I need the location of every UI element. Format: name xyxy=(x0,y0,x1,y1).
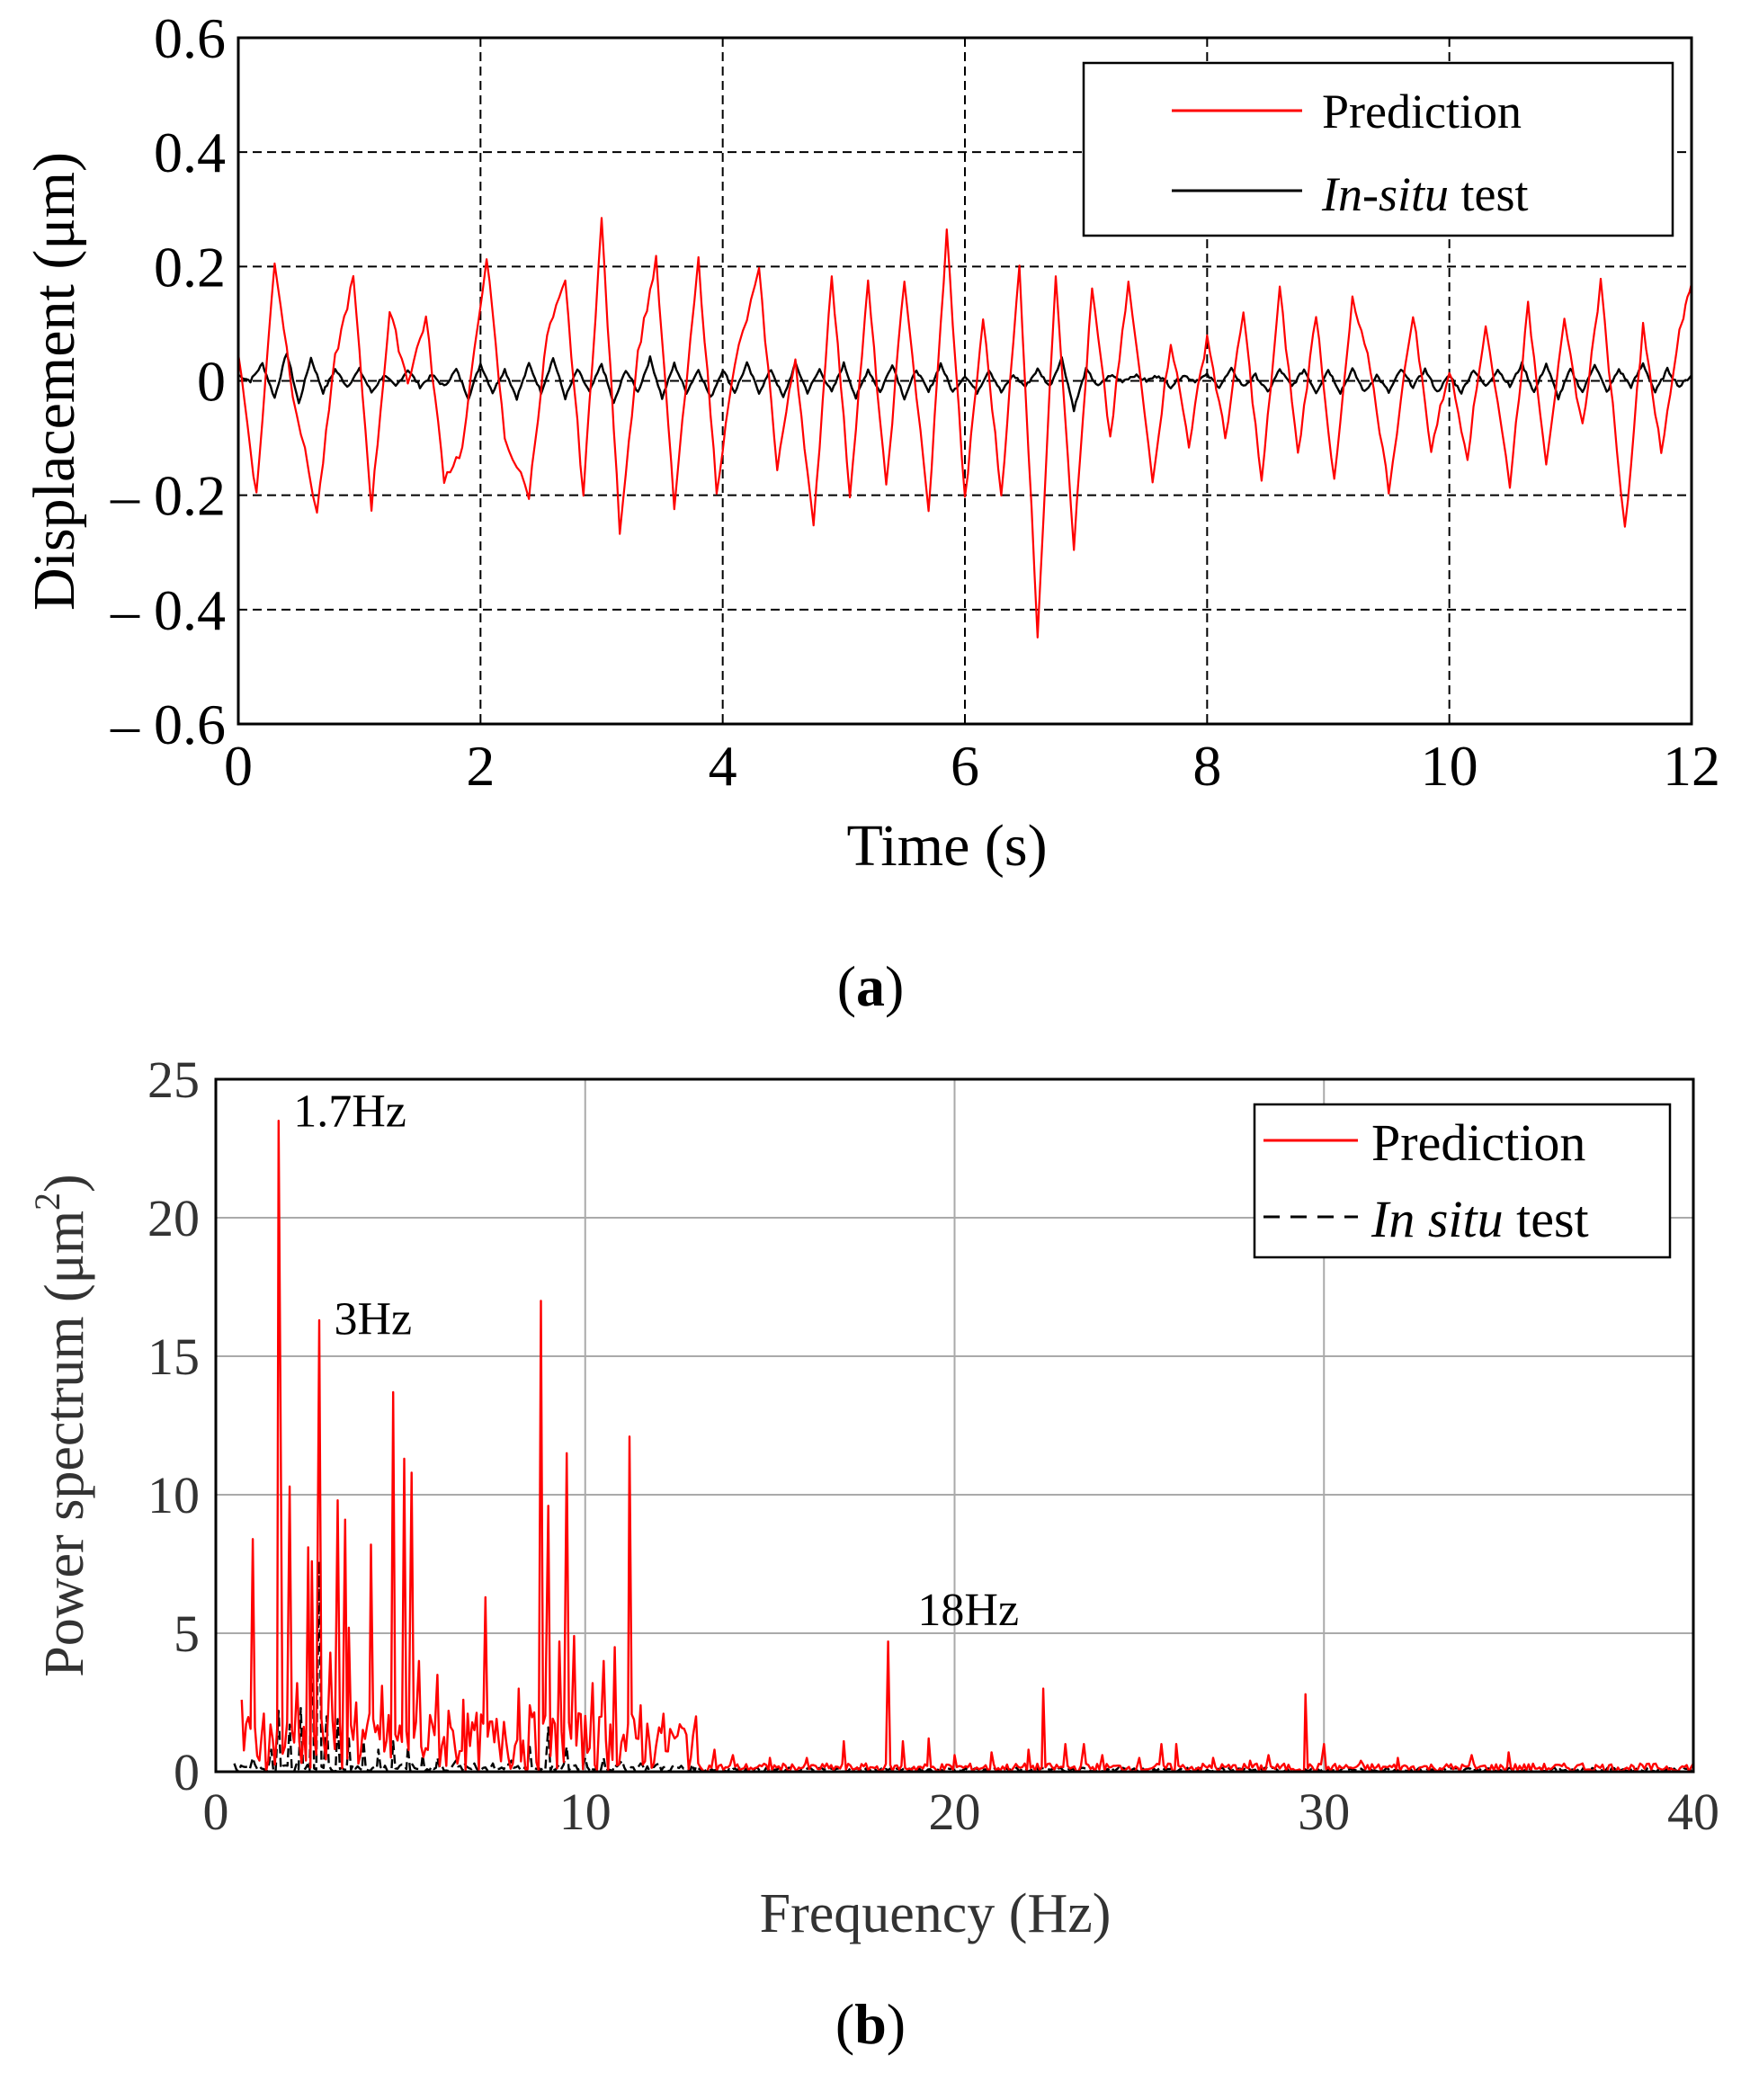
y-tick-label: – 0.2 xyxy=(110,464,226,528)
x-axis-label-a: Time (s) xyxy=(846,813,1047,879)
x-tick-label: 10 xyxy=(559,1783,612,1841)
panel-letter-a: a xyxy=(856,954,885,1018)
y-tick-label: – 0.4 xyxy=(110,578,226,642)
plot-frame-b xyxy=(214,1077,1695,1774)
x-axis-label-b: Frequency (Hz) xyxy=(760,1883,1112,1944)
x-tick-label: 0 xyxy=(203,1783,229,1841)
panel-label-b: (b) xyxy=(835,1992,906,2056)
x-tick-label: 0 xyxy=(224,734,253,798)
y-axis-label-b-close: ) xyxy=(34,1174,95,1193)
y-tick-label: 0.2 xyxy=(154,235,226,299)
y-tick-label: 15 xyxy=(147,1327,200,1386)
legend-a: Prediction In-situ test xyxy=(1082,61,1674,237)
series-line-prediction-b xyxy=(240,1119,1693,1772)
y-tick-label: 0.6 xyxy=(154,6,226,70)
y-axis-label-b-main: Power spectrum (μm xyxy=(34,1211,95,1677)
series-a xyxy=(238,217,1692,639)
y-tick-labels-a: 0.6 0.4 0.2 0 – 0.2 – 0.4 – 0.6 xyxy=(110,6,226,756)
y-axis-label-b: Power spectrum (μm2) xyxy=(27,1174,95,1676)
x-tick-labels-a: 0 2 4 6 8 10 12 xyxy=(224,734,1720,798)
annotations-b: 1.7Hz 3Hz 18Hz xyxy=(293,1086,1019,1635)
x-tick-label: 6 xyxy=(951,734,979,798)
legend-b: Prediction In situ test xyxy=(1253,1103,1672,1259)
y-tick-label: 5 xyxy=(174,1604,200,1663)
y-axis-label-a: Displacement (μm) xyxy=(22,152,87,611)
y-tick-label: 25 xyxy=(147,1050,200,1109)
x-tick-label: 10 xyxy=(1421,734,1478,798)
x-tick-label: 20 xyxy=(929,1783,981,1841)
y-tick-label: 0 xyxy=(197,350,226,414)
legend-label-insitu-rest-a: test xyxy=(1449,167,1529,221)
y-tick-label: 10 xyxy=(147,1466,200,1524)
legend-box-b xyxy=(1253,1103,1672,1259)
legend-label-prediction-b: Prediction xyxy=(1371,1113,1585,1172)
plot-frame-a xyxy=(237,36,1693,726)
y-tick-label: 0.4 xyxy=(154,121,226,184)
panel-a: 0.6 0.4 0.2 0 – 0.2 – 0.4 – 0.6 0 2 4 6 8 10 12 Disp… xyxy=(22,6,1720,1018)
legend-label-insitu-italic-a: In-situ xyxy=(1321,167,1449,221)
x-tick-label: 12 xyxy=(1663,734,1720,798)
legend-label-insitu-italic-b: In situ xyxy=(1370,1190,1504,1248)
series-b xyxy=(233,1119,1693,1772)
y-tick-labels-b: 0 5 10 15 20 25 xyxy=(147,1050,200,1801)
panel-label-a: (a) xyxy=(837,954,905,1018)
annotation-label: 1.7Hz xyxy=(293,1086,406,1137)
y-tick-label: 20 xyxy=(147,1189,200,1247)
panel-letter-b: b xyxy=(854,1992,887,2056)
y-tick-label: 0 xyxy=(174,1743,200,1801)
x-tick-label: 8 xyxy=(1192,734,1221,798)
grid-b xyxy=(216,1079,1693,1772)
annotation-label: 18Hz xyxy=(917,1585,1019,1636)
y-tick-label: – 0.6 xyxy=(110,693,226,756)
x-tick-labels-b: 0 10 20 30 40 xyxy=(203,1783,1720,1841)
legend-label-insitu-rest-b: test xyxy=(1504,1190,1589,1248)
series-line-prediction-a xyxy=(238,217,1692,639)
x-tick-label: 40 xyxy=(1667,1783,1719,1841)
panel-b: 0 5 10 15 20 25 0 10 20 30 40 1.7Hz 3Hz 18Hz Power … xyxy=(27,1050,1719,2056)
legend-label-insitu-a: In-situ test xyxy=(1321,167,1529,221)
legend-box-a xyxy=(1082,61,1674,237)
x-tick-label: 4 xyxy=(709,734,737,798)
x-tick-label: 2 xyxy=(466,734,495,798)
legend-label-insitu-b: In situ test xyxy=(1370,1190,1589,1248)
y-axis-label-b-sup: 2 xyxy=(27,1193,67,1211)
legend-label-prediction-a: Prediction xyxy=(1322,85,1522,139)
annotation-label: 3Hz xyxy=(334,1293,412,1345)
x-tick-label: 30 xyxy=(1298,1783,1350,1841)
